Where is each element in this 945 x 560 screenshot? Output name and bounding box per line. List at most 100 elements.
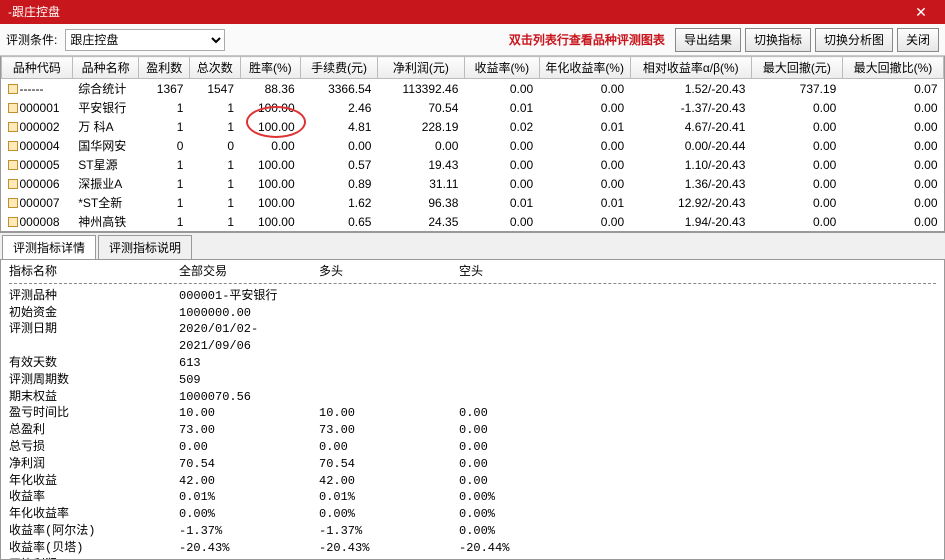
tab-detail[interactable]: 评测指标详情 (2, 235, 96, 259)
switch-indicator-button[interactable]: 切换指标 (745, 28, 811, 52)
grid-cell: ------ (2, 79, 73, 99)
grid-header-cell[interactable]: 最大回撤比(%) (842, 57, 943, 79)
grid-header-cell[interactable]: 品种代码 (2, 57, 73, 79)
detail-col-long: 多头 (319, 264, 459, 281)
detail-cell: -1.37% (319, 523, 459, 540)
grid-cell: 31.11 (377, 174, 464, 193)
grid-cell: 0.00 (377, 136, 464, 155)
detail-row: 收益率(阿尔法)-1.37%-1.37%0.00% (9, 523, 936, 540)
grid-cell: 0.65 (301, 212, 378, 231)
grid-cell: 88.36 (240, 79, 301, 99)
grid-cell: 0.00 (301, 136, 378, 155)
switch-chart-button[interactable]: 切换分析图 (815, 28, 893, 52)
grid-cell: 0.00 (240, 136, 301, 155)
detail-row: 年化收益42.0042.000.00 (9, 473, 936, 490)
grid-cell: 0.00 (539, 174, 630, 193)
detail-cell (319, 321, 459, 355)
grid-header-cell[interactable]: 胜率(%) (240, 57, 301, 79)
grid-cell: 1.94/-20.43 (630, 212, 751, 231)
detail-cell: -20.44% (459, 540, 599, 557)
grid-cell: 70.54 (377, 98, 464, 117)
detail-cell: 收益率 (9, 489, 179, 506)
grid-header-cell[interactable]: 收益率(%) (464, 57, 539, 79)
grid-header-cell[interactable]: 净利润(元) (377, 57, 464, 79)
grid-header-cell[interactable]: 最大回撤(元) (751, 57, 842, 79)
table-row[interactable]: 000004国华网安000.000.000.000.000.000.00/-20… (2, 136, 944, 155)
detail-row: 盈亏时间比10.0010.000.00 (9, 405, 936, 422)
grid-cell: 1.10/-20.43 (630, 155, 751, 174)
detail-cell: 有效天数 (9, 355, 179, 372)
detail-cell: 收益率(阿尔法) (9, 523, 179, 540)
detail-cell: 0.71 (179, 557, 319, 560)
grid-cell: 100.00 (240, 155, 301, 174)
table-row[interactable]: 000006深振业A11100.000.8931.110.000.001.36/… (2, 174, 944, 193)
grid-cell: 1 (139, 212, 190, 231)
detail-cell: 0.00 (459, 473, 599, 490)
detail-tabs: 评测指标详情 评测指标说明 (0, 232, 945, 260)
detail-cell (459, 372, 599, 389)
detail-col-all: 全部交易 (179, 264, 319, 281)
grid-cell: 0.00 (751, 155, 842, 174)
grid-header-cell[interactable]: 品种名称 (72, 57, 139, 79)
grid-cell: 12.92/-20.43 (630, 193, 751, 212)
detail-row: 收益率0.01%0.01%0.00% (9, 489, 936, 506)
grid-header-cell[interactable]: 手续费(元) (301, 57, 378, 79)
detail-cell (319, 372, 459, 389)
table-row[interactable]: ------综合统计1367154788.363366.54113392.460… (2, 79, 944, 99)
grid-cell: 000006 (2, 174, 73, 193)
detail-cell: 70.54 (319, 456, 459, 473)
condition-select[interactable]: 跟庄控盘 (65, 29, 225, 51)
table-row[interactable]: 000001平安银行11100.002.4670.540.010.00-1.37… (2, 98, 944, 117)
grid-header-cell[interactable]: 总次数 (189, 57, 240, 79)
grid-cell: 19.43 (377, 155, 464, 174)
grid-header-cell[interactable]: 相对收益率α/β(%) (630, 57, 751, 79)
grid-cell: 1 (139, 174, 190, 193)
table-row[interactable]: 000008神州高铁11100.000.6524.350.000.001.94/… (2, 212, 944, 231)
row-icon (8, 217, 18, 227)
grid-cell: 1 (189, 193, 240, 212)
detail-cell: 0.71 (319, 557, 459, 560)
detail-cell: 0.00 (459, 456, 599, 473)
grid-cell: 1 (189, 174, 240, 193)
detail-row: 评测周期数509 (9, 372, 936, 389)
detail-row: 净利润70.5470.540.00 (9, 456, 936, 473)
grid-cell: 000008 (2, 212, 73, 231)
grid-cell: 000007 (2, 193, 73, 212)
detail-cell: 0.00 (459, 439, 599, 456)
table-row[interactable]: 000005ST星源11100.000.5719.430.000.001.10/… (2, 155, 944, 174)
detail-cell: 净利润 (9, 456, 179, 473)
grid-cell: 1 (139, 155, 190, 174)
export-button[interactable]: 导出结果 (675, 28, 741, 52)
detail-cell: -1.37% (179, 523, 319, 540)
detail-cell: 0.00 (459, 405, 599, 422)
detail-cell: 评测周期数 (9, 372, 179, 389)
close-icon[interactable]: ✕ (905, 0, 937, 24)
detail-cell: 42.00 (179, 473, 319, 490)
grid-header-cell[interactable]: 盈利数 (139, 57, 190, 79)
detail-cell: 0.00% (459, 489, 599, 506)
table-row[interactable]: 000002万 科A11100.004.81228.190.020.014.67… (2, 117, 944, 136)
result-grid: 品种代码品种名称盈利数总次数胜率(%)手续费(元)净利润(元)收益率(%)年化收… (0, 56, 945, 232)
grid-cell: ST星源 (72, 155, 139, 174)
close-button[interactable]: 关闭 (897, 28, 939, 52)
grid-cell: 100.00 (240, 193, 301, 212)
tab-desc[interactable]: 评测指标说明 (98, 235, 192, 259)
grid-cell: 国华网安 (72, 136, 139, 155)
grid-cell: 113392.46 (377, 79, 464, 99)
detail-cell (459, 288, 599, 305)
grid-cell: 0.00 (751, 193, 842, 212)
detail-cell (459, 355, 599, 372)
grid-cell: 平安银行 (72, 98, 139, 117)
detail-col-short: 空头 (459, 264, 483, 281)
grid-header-cell[interactable]: 年化收益率(%) (539, 57, 630, 79)
table-row[interactable]: 000007*ST全新11100.001.6296.380.010.0112.9… (2, 193, 944, 212)
detail-cell: 年化收益率 (9, 506, 179, 523)
detail-cell: 评测品种 (9, 288, 179, 305)
detail-cell: 初始资金 (9, 305, 179, 322)
detail-cell: 评测日期 (9, 321, 179, 355)
grid-cell: 4.81 (301, 117, 378, 136)
detail-row: 期末权益1000070.56 (9, 389, 936, 406)
detail-cell: -20.43% (319, 540, 459, 557)
grid-cell: 000005 (2, 155, 73, 174)
grid-cell: 0.00 (464, 155, 539, 174)
